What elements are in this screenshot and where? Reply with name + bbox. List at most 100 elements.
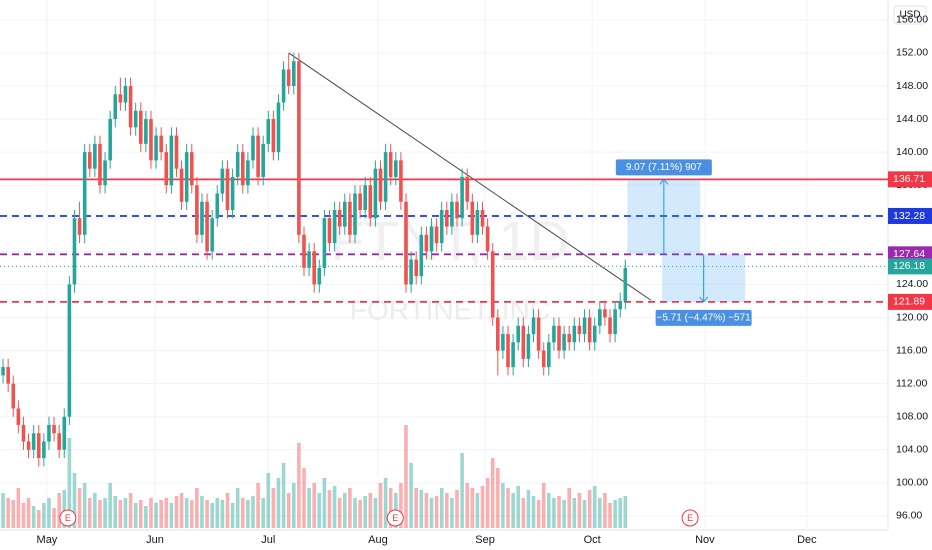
candle-body bbox=[291, 61, 296, 86]
volume-bar bbox=[52, 508, 56, 528]
volume-bar bbox=[511, 493, 515, 528]
candle-body bbox=[480, 210, 485, 227]
candle-body bbox=[276, 102, 281, 153]
volume-bar bbox=[26, 498, 31, 528]
candle-body bbox=[394, 160, 398, 177]
volume-bar bbox=[302, 468, 306, 528]
candle-body bbox=[592, 325, 597, 343]
measure-label: −5.71 (−4.47%) −571 bbox=[656, 313, 751, 324]
volume-bar bbox=[429, 498, 434, 528]
candle-body bbox=[587, 317, 592, 343]
trendline bbox=[288, 52, 652, 301]
candle-body bbox=[531, 317, 536, 335]
candle-body bbox=[286, 69, 291, 86]
volume-bar bbox=[450, 498, 454, 528]
volume-bar bbox=[373, 498, 378, 528]
volume-bar bbox=[57, 493, 61, 528]
earnings-label: E bbox=[65, 513, 71, 523]
candle-body bbox=[409, 259, 413, 285]
volume-bar bbox=[506, 488, 510, 528]
volume-bar bbox=[322, 478, 327, 528]
candle-body bbox=[373, 168, 378, 219]
y-tick-label: 140.00 bbox=[896, 146, 928, 158]
earnings-label: E bbox=[687, 513, 693, 523]
volume-bar bbox=[21, 503, 26, 528]
volume-bar bbox=[47, 498, 51, 528]
volume-bar bbox=[215, 498, 220, 528]
volume-bar bbox=[332, 486, 337, 528]
candle-body bbox=[327, 218, 332, 244]
x-tick-label: Dec bbox=[797, 534, 817, 546]
watermark-symbol: FTNT, 1D bbox=[330, 209, 570, 272]
x-tick-label: Jun bbox=[146, 534, 164, 546]
candle-body bbox=[613, 309, 617, 335]
candle-body bbox=[485, 226, 490, 252]
candle-body bbox=[496, 317, 500, 351]
volume-bar bbox=[174, 496, 179, 528]
candle-body bbox=[536, 317, 541, 351]
volume-bar bbox=[496, 468, 500, 528]
candle-body bbox=[225, 168, 230, 211]
candle-body bbox=[256, 135, 260, 177]
volume-bar bbox=[419, 490, 424, 528]
candle-body bbox=[623, 267, 628, 301]
earnings-marker[interactable] bbox=[681, 509, 699, 527]
watermark-name: FORTINET, INC bbox=[350, 294, 550, 325]
candle-body bbox=[475, 210, 480, 235]
earnings-marker[interactable] bbox=[386, 509, 404, 527]
candle-body bbox=[108, 119, 112, 161]
volume-bar bbox=[531, 496, 536, 528]
candle-body bbox=[235, 152, 240, 177]
volume-bar bbox=[297, 443, 301, 528]
volume-bar bbox=[235, 488, 240, 528]
volume-bar bbox=[399, 483, 403, 528]
y-tick-label: 156.00 bbox=[896, 14, 928, 26]
volume-bar bbox=[557, 496, 561, 528]
candle-body bbox=[200, 201, 204, 235]
volume-bar bbox=[1, 493, 5, 528]
y-tick-label: 96.00 bbox=[896, 510, 922, 522]
volume-bar bbox=[123, 498, 128, 528]
volume-bar bbox=[87, 498, 92, 528]
volume-bar bbox=[184, 498, 189, 528]
y-tick-label: 152.00 bbox=[896, 47, 928, 59]
measure-label-box bbox=[615, 159, 712, 176]
candle-body bbox=[577, 325, 582, 335]
volume-bar bbox=[307, 488, 311, 528]
volume-bar bbox=[490, 458, 495, 528]
earnings-marker[interactable] bbox=[59, 509, 77, 527]
volume-bar bbox=[312, 483, 316, 528]
candle-body bbox=[62, 416, 67, 450]
volume-bar bbox=[465, 483, 470, 528]
volume-bar bbox=[424, 493, 429, 528]
volume-bar bbox=[6, 498, 10, 528]
candle-body bbox=[1, 367, 5, 376]
candle-body bbox=[93, 143, 97, 169]
volume-bar bbox=[567, 488, 572, 528]
volume-bar bbox=[598, 498, 602, 528]
candle-body bbox=[429, 226, 434, 252]
volume-bar bbox=[286, 493, 291, 528]
volume-bar bbox=[98, 500, 102, 528]
candle-body bbox=[603, 309, 607, 318]
volume-bar bbox=[480, 486, 485, 528]
volume-bar bbox=[618, 498, 623, 528]
volume-bar bbox=[582, 500, 587, 528]
candle-body bbox=[118, 94, 123, 103]
volume-bar bbox=[572, 498, 577, 528]
volume-bar bbox=[337, 498, 342, 528]
candle-body bbox=[317, 267, 322, 285]
candle-body bbox=[526, 334, 531, 359]
volume-bar bbox=[317, 493, 322, 528]
candle-body bbox=[562, 334, 566, 351]
volume-bar bbox=[164, 498, 169, 528]
currency-box[interactable] bbox=[893, 5, 927, 25]
candle-body bbox=[312, 251, 316, 285]
measure-arrowhead bbox=[659, 178, 669, 185]
candle-body bbox=[36, 433, 41, 459]
volume-bar bbox=[138, 500, 143, 528]
candle-body bbox=[404, 201, 408, 285]
volume-bar bbox=[460, 453, 464, 528]
candle-body bbox=[149, 119, 153, 161]
candle-body bbox=[271, 119, 276, 153]
